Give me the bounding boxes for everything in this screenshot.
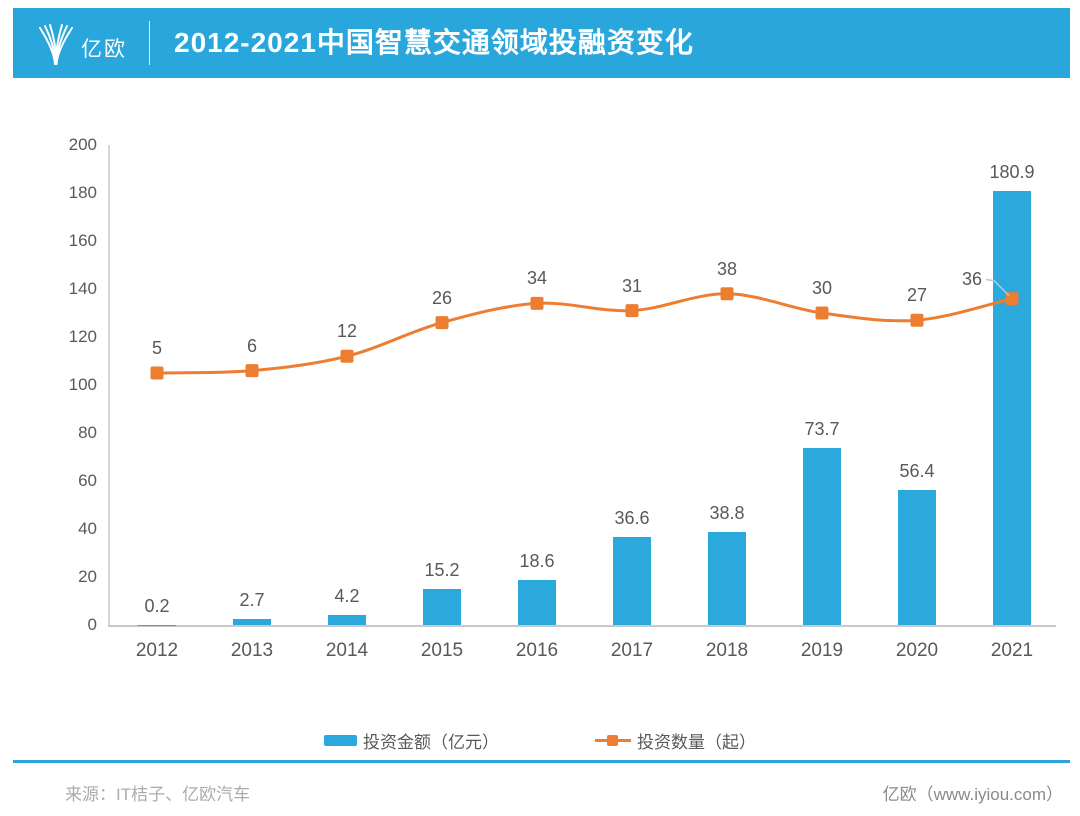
line-marker-swatch-icon	[595, 734, 631, 747]
x-tick-2020: 2020	[895, 640, 939, 661]
y-tick-20: 20	[78, 567, 97, 586]
x-tick-2019: 2019	[800, 640, 844, 661]
line-label-2014: 12	[336, 321, 358, 342]
chart-legend: 投资金额（亿元） 投资数量（起）	[0, 728, 1080, 753]
line-marker-2018	[720, 287, 734, 301]
line-marker-2019	[815, 306, 829, 320]
line-label-2015: 26	[431, 287, 453, 308]
bar-2017	[613, 537, 651, 625]
x-axis-baseline	[108, 625, 1056, 627]
bar-label-2016: 18.6	[519, 551, 555, 572]
bar-label-2018: 38.8	[709, 502, 745, 523]
line-label-2020: 27	[906, 285, 928, 306]
line-path	[156, 292, 1013, 375]
line-label-2013: 6	[246, 335, 257, 356]
bar-2016	[518, 580, 556, 625]
x-tick-2015: 2015	[420, 640, 464, 661]
y-tick-40: 40	[78, 519, 97, 538]
bar-swatch-icon	[324, 735, 357, 746]
y-tick-140: 140	[68, 279, 97, 298]
bar-label-2013: 2.7	[239, 589, 265, 610]
y-tick-120: 120	[68, 327, 97, 346]
bar-2019	[803, 448, 841, 625]
bar-label-2014: 4.2	[334, 585, 360, 606]
x-tick-2017: 2017	[610, 640, 654, 661]
y-tick-80: 80	[78, 423, 97, 442]
eo-branch-logo-icon	[39, 24, 73, 65]
line-label-2019: 30	[811, 278, 833, 298]
line-label-2012: 5	[151, 338, 162, 358]
line-marker-2012	[150, 366, 164, 380]
line-marker-2014	[340, 349, 354, 363]
bar-2014	[328, 614, 366, 625]
y-tick-200: 200	[68, 135, 97, 154]
legend-item-line: 投资数量（起）	[595, 728, 756, 753]
y-tick-60: 60	[78, 471, 97, 490]
x-tick-2018: 2018	[705, 640, 749, 661]
line-marker-2020	[910, 313, 924, 327]
header-band: 亿欧 2012-2021中国智慧交通领域投融资变化	[13, 8, 1070, 78]
x-tick-2016: 2016	[515, 640, 559, 661]
page-title: 2012-2021中国智慧交通领域投融资变化	[174, 27, 694, 58]
y-axis-line	[108, 145, 110, 626]
bar-label-2017: 36.6	[614, 508, 650, 529]
bar-label-2020: 56.4	[899, 460, 935, 481]
line-marker-2015	[435, 316, 449, 330]
line-label-2017: 31	[621, 275, 643, 296]
legend-label-bar: 投资金额（亿元）	[363, 733, 499, 752]
bar-label-2015: 15.2	[424, 559, 460, 580]
y-tick-0: 0	[87, 615, 97, 634]
bar-2021	[993, 190, 1031, 625]
footer-divider	[13, 760, 1070, 763]
line-label-2018: 38	[716, 258, 738, 279]
x-tick-2013: 2013	[230, 640, 274, 661]
line-label-2021: 36	[961, 268, 983, 289]
logo: 亿欧	[35, 20, 127, 66]
bar-2018	[708, 531, 746, 625]
legend-label-line: 投资数量（起）	[637, 733, 756, 752]
x-tick-2012: 2012	[135, 640, 179, 661]
line-marker-2016	[530, 296, 544, 310]
header-divider	[149, 21, 150, 65]
x-tick-2014: 2014	[325, 640, 369, 661]
logo-text: 亿欧	[81, 38, 127, 61]
bar-2020	[898, 489, 936, 625]
line-marker-2017	[625, 304, 639, 318]
bar-2013	[233, 618, 271, 625]
y-tick-180: 180	[68, 183, 97, 202]
bar-label-2012: 0.2	[144, 595, 170, 616]
line-label-2016: 34	[526, 268, 548, 289]
credit-text: 亿欧（www.iyiou.com）	[882, 785, 1063, 804]
bar-label-2021: 180.9	[989, 161, 1035, 182]
y-tick-100: 100	[68, 375, 97, 394]
source-text: 来源：IT桔子、亿欧汽车	[65, 785, 251, 804]
y-tick-160: 160	[68, 231, 97, 250]
x-tick-2021: 2021	[990, 640, 1034, 661]
bar-2015	[423, 588, 461, 625]
bar-label-2019: 73.7	[804, 419, 840, 440]
line-marker-2013	[245, 364, 259, 378]
legend-item-bar: 投资金额（亿元）	[324, 728, 499, 753]
